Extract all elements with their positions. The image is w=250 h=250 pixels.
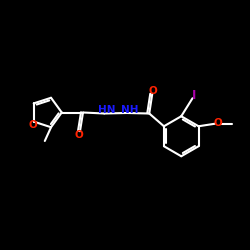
Text: O: O [214, 118, 222, 128]
Text: HN: HN [98, 105, 116, 115]
Text: O: O [149, 86, 158, 96]
Text: O: O [28, 120, 37, 130]
Text: NH: NH [120, 104, 138, 115]
Text: I: I [192, 89, 196, 102]
Text: O: O [74, 130, 83, 140]
